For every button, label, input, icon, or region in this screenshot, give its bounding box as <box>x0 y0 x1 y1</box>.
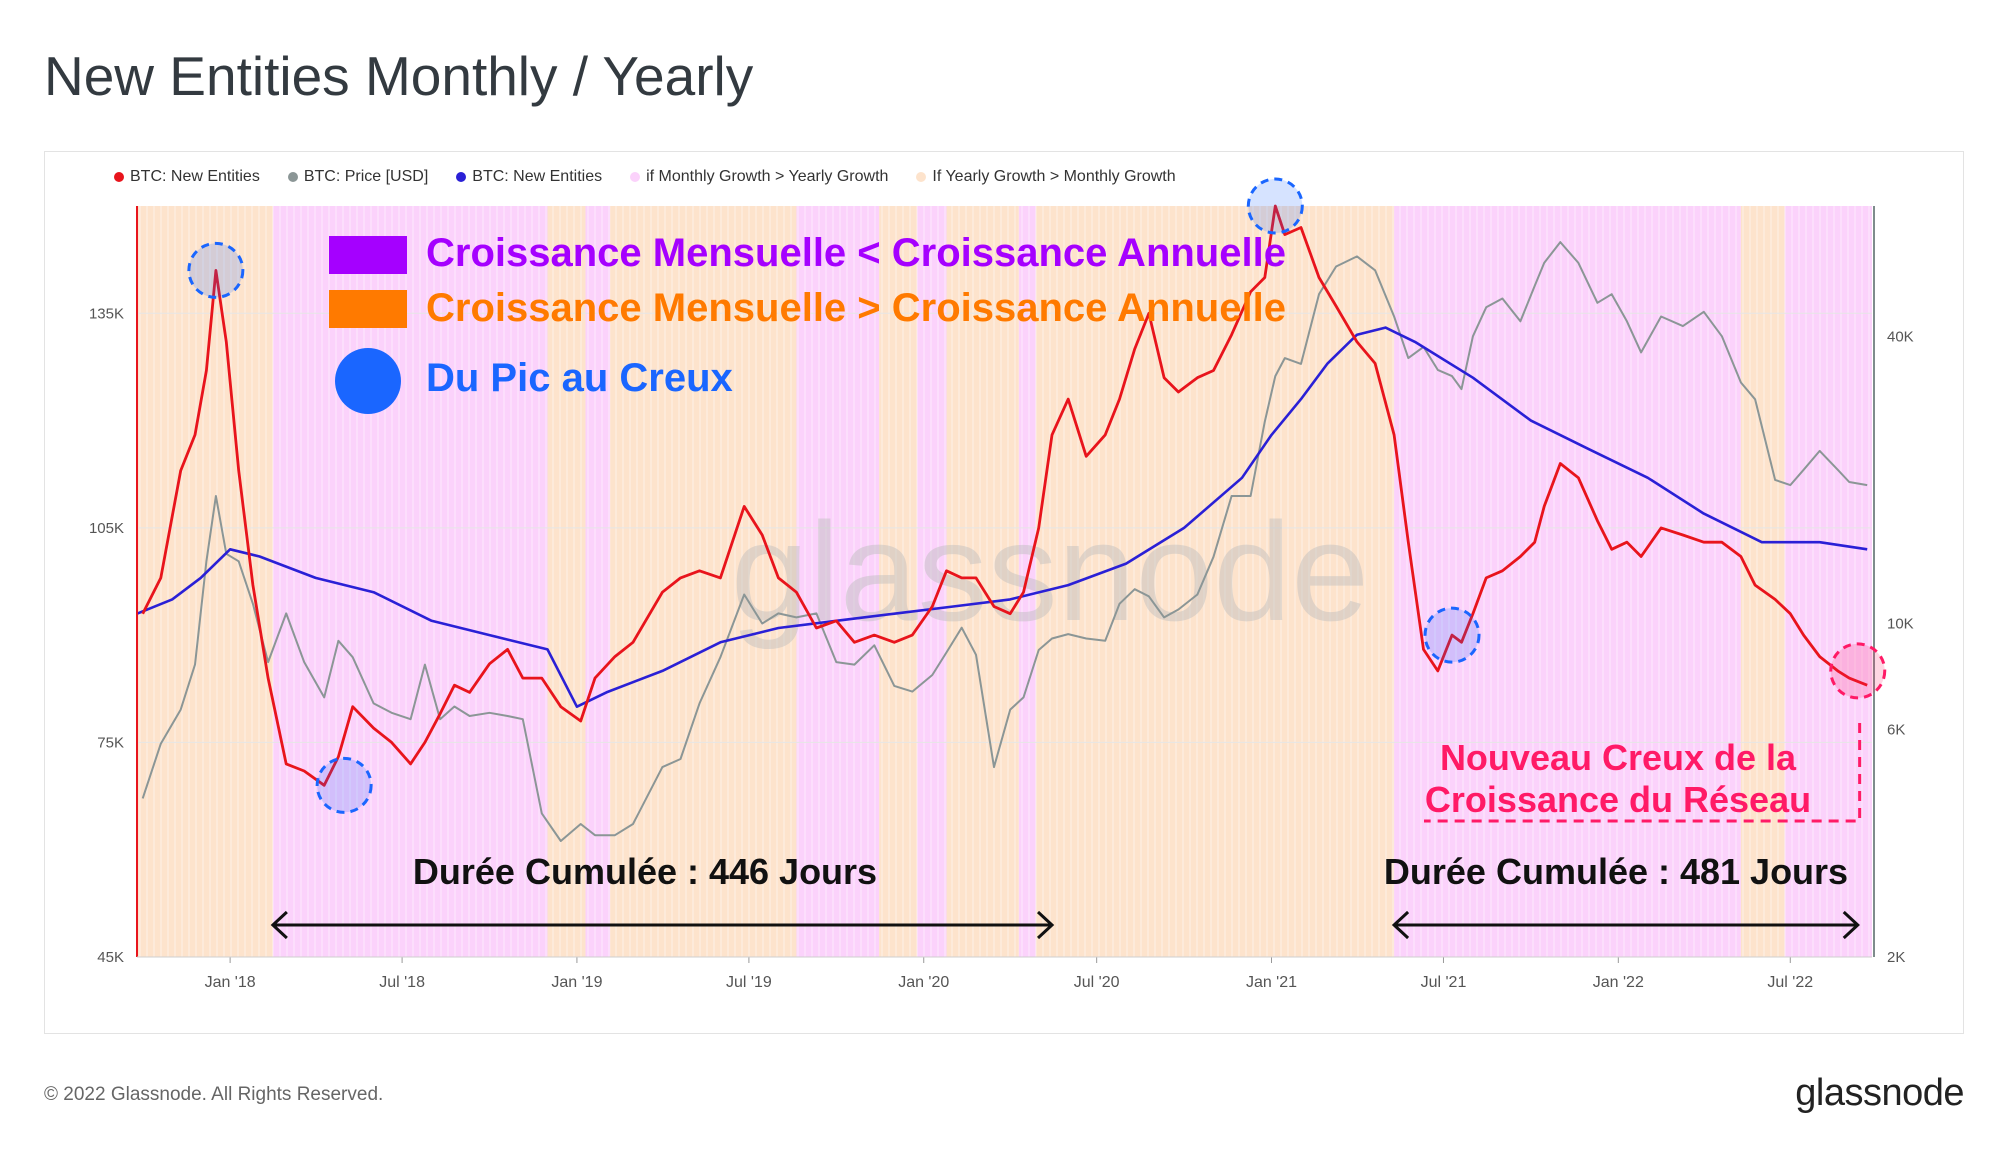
copyright: © 2022 Glassnode. All Rights Reserved. <box>44 1084 384 1105</box>
background-band <box>1740 206 1785 957</box>
duration-arrow-2-head-left <box>1391 910 1410 940</box>
x-tick-label: Jan '22 <box>1593 974 1644 991</box>
background-band <box>1394 206 1741 957</box>
purple-swatch <box>329 236 407 274</box>
trough-marker <box>315 756 373 814</box>
peak-marker <box>187 241 245 299</box>
x-tick-label: Jul '18 <box>379 974 425 991</box>
annotation-peak-to-trough: Du Pic au Creux <box>426 356 733 400</box>
y-right-tick-label: 2K <box>1887 949 1905 966</box>
series-line-new-entities-blue <box>136 326 1868 709</box>
axes: 45K 75K 105K 135K 2K 6K 10K 40K Jan '18 Jul '18 Ja… <box>89 206 1914 991</box>
trough-marker <box>1423 606 1481 664</box>
legend-label: BTC: Price [USD] <box>303 168 429 185</box>
background-band <box>272 206 548 957</box>
series-line-price <box>141 241 1868 842</box>
annotation-duration-1: Durée Cumulée : 446 Jours <box>413 851 877 892</box>
y-right-tick-label: 6K <box>1887 721 1905 738</box>
x-tick-label: Jan '21 <box>1246 974 1297 991</box>
chart-legend: BTC: New Entities BTC: Price [USD] BTC: … <box>114 168 1176 186</box>
x-tick-label: Jul '22 <box>1767 974 1813 991</box>
y-left-tick-label: 105K <box>89 520 124 537</box>
legend-swatch-pink <box>630 172 641 182</box>
blue-dot-icon <box>335 348 401 414</box>
legend-swatch-gray <box>287 172 298 182</box>
background-bands <box>137 206 1872 957</box>
watermark: glassnode <box>731 493 1369 650</box>
duration-arrow-2-head-right <box>1842 910 1860 940</box>
background-band <box>796 206 880 957</box>
y-left-tick-label: 45K <box>97 949 124 966</box>
background-band <box>1035 206 1395 957</box>
legend-label: If Yearly Growth > Monthly Growth <box>932 168 1176 185</box>
legend-label: BTC: New Entities <box>472 168 603 185</box>
background-band <box>610 206 797 957</box>
legend-label: if Monthly Growth > Yearly Growth <box>646 168 889 185</box>
legend-item-price[interactable]: BTC: Price [USD] <box>287 168 429 186</box>
footer-logo[interactable]: glassnode <box>1795 1072 1964 1114</box>
duration-arrow-1-head-right <box>1036 910 1055 940</box>
background-band <box>946 206 1019 957</box>
annotation-new-trough-line1: Nouveau Creux de la <box>1440 737 1797 778</box>
x-tick-label: Jan '19 <box>551 974 602 991</box>
series-lines <box>136 204 1868 842</box>
duration-arrow-1-head-left <box>270 910 288 940</box>
legend-item-new-entities-blue[interactable]: BTC: New Entities <box>456 168 602 186</box>
legend-item-new-entities-red[interactable]: BTC: New Entities <box>114 168 260 186</box>
x-tick-label: Jan '20 <box>898 974 949 991</box>
x-tick-label: Jan '18 <box>205 974 256 991</box>
y-right-tick-label: 40K <box>1887 328 1914 345</box>
background-band <box>1784 206 1872 957</box>
legend-item-yearly-gt-monthly[interactable]: If Yearly Growth > Monthly Growth <box>916 168 1176 186</box>
legend-swatch-peach <box>916 172 927 182</box>
legend-label: BTC: New Entities <box>130 168 260 185</box>
orange-swatch <box>329 290 407 328</box>
annotation-duration-2: Durée Cumulée : 481 Jours <box>1384 851 1848 892</box>
y-left-tick-label: 135K <box>89 305 124 322</box>
x-tick-label: Jul '21 <box>1421 974 1467 991</box>
new-trough-marker <box>1829 642 1887 700</box>
x-tick-label: Jul '19 <box>726 974 772 991</box>
annotations: Croissance Mensuelle < Croissance Annuel… <box>187 177 1887 940</box>
annotation-monthly-lt-yearly: Croissance Mensuelle < Croissance Annuel… <box>426 231 1286 275</box>
y-left-tick-label: 75K <box>97 734 124 751</box>
series-line-new-entities-red <box>141 204 1868 787</box>
annotation-new-trough-line2: Croissance du Réseau <box>1425 779 1811 820</box>
legend-swatch-red <box>114 172 124 182</box>
background-band <box>879 206 918 957</box>
peak-marker <box>1246 177 1304 235</box>
x-tick-label: Jul '20 <box>1074 974 1120 991</box>
y-right-tick-label: 10K <box>1887 616 1914 633</box>
legend-swatch-blue <box>456 172 467 182</box>
annotation-monthly-gt-yearly: Croissance Mensuelle > Croissance Annuel… <box>426 286 1286 330</box>
legend-item-monthly-gt-yearly[interactable]: if Monthly Growth > Yearly Growth <box>630 168 888 186</box>
page-title: New Entities Monthly / Yearly <box>44 45 754 107</box>
